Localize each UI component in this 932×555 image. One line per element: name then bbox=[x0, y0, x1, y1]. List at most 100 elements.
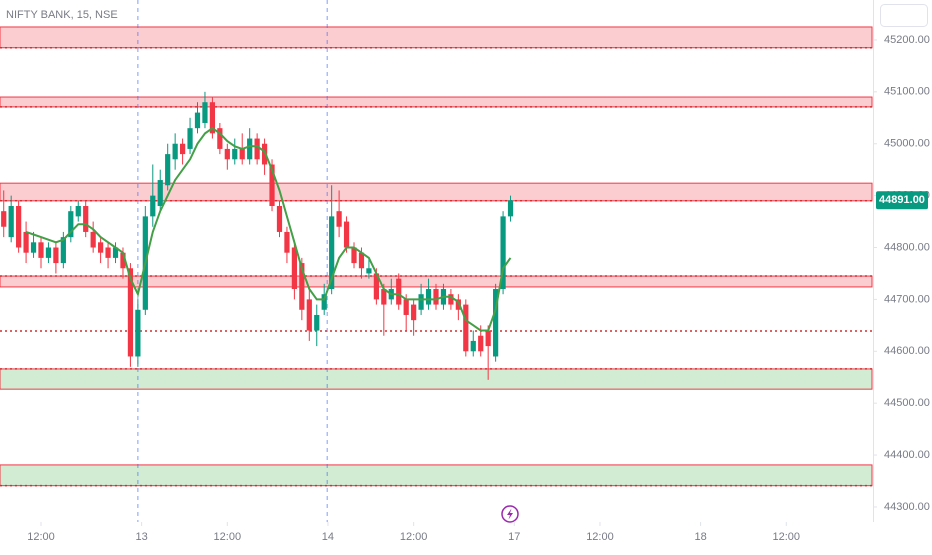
x-tick-label: 17 bbox=[508, 531, 520, 543]
candle-body bbox=[247, 138, 253, 160]
candle-body bbox=[463, 304, 469, 352]
candle-body bbox=[217, 128, 223, 149]
candle-body bbox=[157, 180, 163, 206]
candle-body bbox=[254, 138, 260, 160]
candle-body bbox=[448, 294, 454, 305]
candle-body bbox=[1, 211, 7, 227]
candle-body bbox=[329, 216, 335, 290]
y-tick-label: 44300.00 bbox=[884, 501, 930, 513]
x-tick-label: 12:00 bbox=[773, 531, 801, 543]
grid-layer bbox=[137, 0, 328, 522]
candle-body bbox=[232, 148, 238, 160]
y-tick-label: 44400.00 bbox=[884, 449, 930, 461]
chart-title: NIFTY BANK, 15, NSE bbox=[6, 9, 118, 21]
last-price-box bbox=[876, 191, 928, 210]
candle-body bbox=[411, 304, 417, 321]
candle-body bbox=[112, 247, 119, 258]
x-tick-label: 12:00 bbox=[586, 531, 614, 543]
candle-body bbox=[306, 299, 312, 331]
candle-body bbox=[202, 102, 208, 123]
candle-body bbox=[478, 335, 484, 352]
candle-body bbox=[336, 211, 342, 227]
y-tick-label: 44600.00 bbox=[884, 345, 930, 357]
candle-body bbox=[83, 205, 89, 232]
x-tick-label: 12:00 bbox=[27, 531, 55, 543]
candle-body bbox=[23, 231, 29, 253]
candle-body bbox=[485, 330, 491, 347]
candle-body bbox=[194, 112, 201, 129]
candle-body bbox=[75, 205, 81, 217]
zone bbox=[0, 368, 873, 390]
candle-body bbox=[284, 231, 290, 253]
y-tick-label: 44500.00 bbox=[884, 397, 930, 409]
candle-body bbox=[45, 247, 52, 258]
x-tick-label: 14 bbox=[322, 531, 334, 543]
y-tick-label: 44700.00 bbox=[884, 293, 930, 305]
candle-body bbox=[366, 268, 372, 274]
candle-body bbox=[68, 211, 74, 238]
candle-body bbox=[321, 294, 327, 310]
zones-layer bbox=[0, 26, 873, 487]
candle-body bbox=[403, 299, 409, 315]
candle-body bbox=[358, 252, 365, 269]
candle-body bbox=[425, 289, 432, 305]
candle-body bbox=[30, 242, 37, 253]
candle-body bbox=[209, 102, 216, 134]
candle-body bbox=[455, 299, 461, 310]
candle-body bbox=[105, 247, 111, 258]
candle-body bbox=[269, 164, 275, 206]
y-tick-label: 45100.00 bbox=[884, 86, 930, 98]
candle-body bbox=[16, 205, 22, 248]
candle-body bbox=[224, 148, 230, 160]
settings-box[interactable] bbox=[880, 4, 928, 27]
axis-layer: 45200.0045100.0045000.0044900.0044800.00… bbox=[27, 34, 930, 543]
candle-body bbox=[351, 247, 357, 264]
candle-body bbox=[276, 205, 283, 232]
last-price-label: 44891.00 bbox=[879, 194, 925, 206]
event-icon[interactable] bbox=[501, 505, 519, 523]
x-tick-label: 13 bbox=[135, 531, 147, 543]
candle-body bbox=[187, 128, 193, 149]
y-tick-label: 45200.00 bbox=[884, 34, 930, 46]
candle-body bbox=[291, 247, 298, 290]
candle-body bbox=[120, 252, 126, 269]
candle-body bbox=[500, 216, 506, 290]
candle-body bbox=[343, 221, 350, 248]
candle-body bbox=[239, 148, 245, 160]
x-tick-label: 12:00 bbox=[400, 531, 428, 543]
candle-body bbox=[418, 294, 424, 310]
candle-body bbox=[396, 278, 402, 305]
event-icon-bolt bbox=[507, 508, 513, 520]
candle-body bbox=[172, 143, 178, 160]
candle-body bbox=[381, 289, 387, 305]
candle-body bbox=[299, 263, 305, 310]
moving-average-line bbox=[25, 126, 512, 332]
candle-body bbox=[373, 273, 379, 300]
candle-body bbox=[493, 289, 499, 357]
candle-body bbox=[135, 309, 141, 357]
candle-body bbox=[90, 231, 96, 248]
candle-body bbox=[8, 205, 14, 238]
zone bbox=[0, 26, 873, 49]
x-tick-label: 18 bbox=[694, 531, 706, 543]
y-tick-label: 44800.00 bbox=[884, 241, 930, 253]
candle-body bbox=[60, 237, 66, 264]
zone bbox=[0, 182, 873, 202]
candle-body bbox=[179, 143, 186, 155]
candle-body bbox=[314, 314, 320, 331]
candle-body bbox=[470, 340, 476, 352]
candle-body bbox=[433, 289, 439, 305]
zone bbox=[0, 464, 873, 487]
candle-body bbox=[127, 268, 134, 357]
candle-body bbox=[150, 195, 156, 217]
zone bbox=[0, 96, 873, 108]
candle-body bbox=[165, 154, 171, 186]
x-tick-label: 12:00 bbox=[214, 531, 242, 543]
candle-body bbox=[98, 242, 104, 253]
candle-body bbox=[53, 247, 59, 264]
candle-body bbox=[261, 143, 268, 165]
candle-body bbox=[38, 242, 44, 258]
data-layer bbox=[1, 91, 514, 380]
